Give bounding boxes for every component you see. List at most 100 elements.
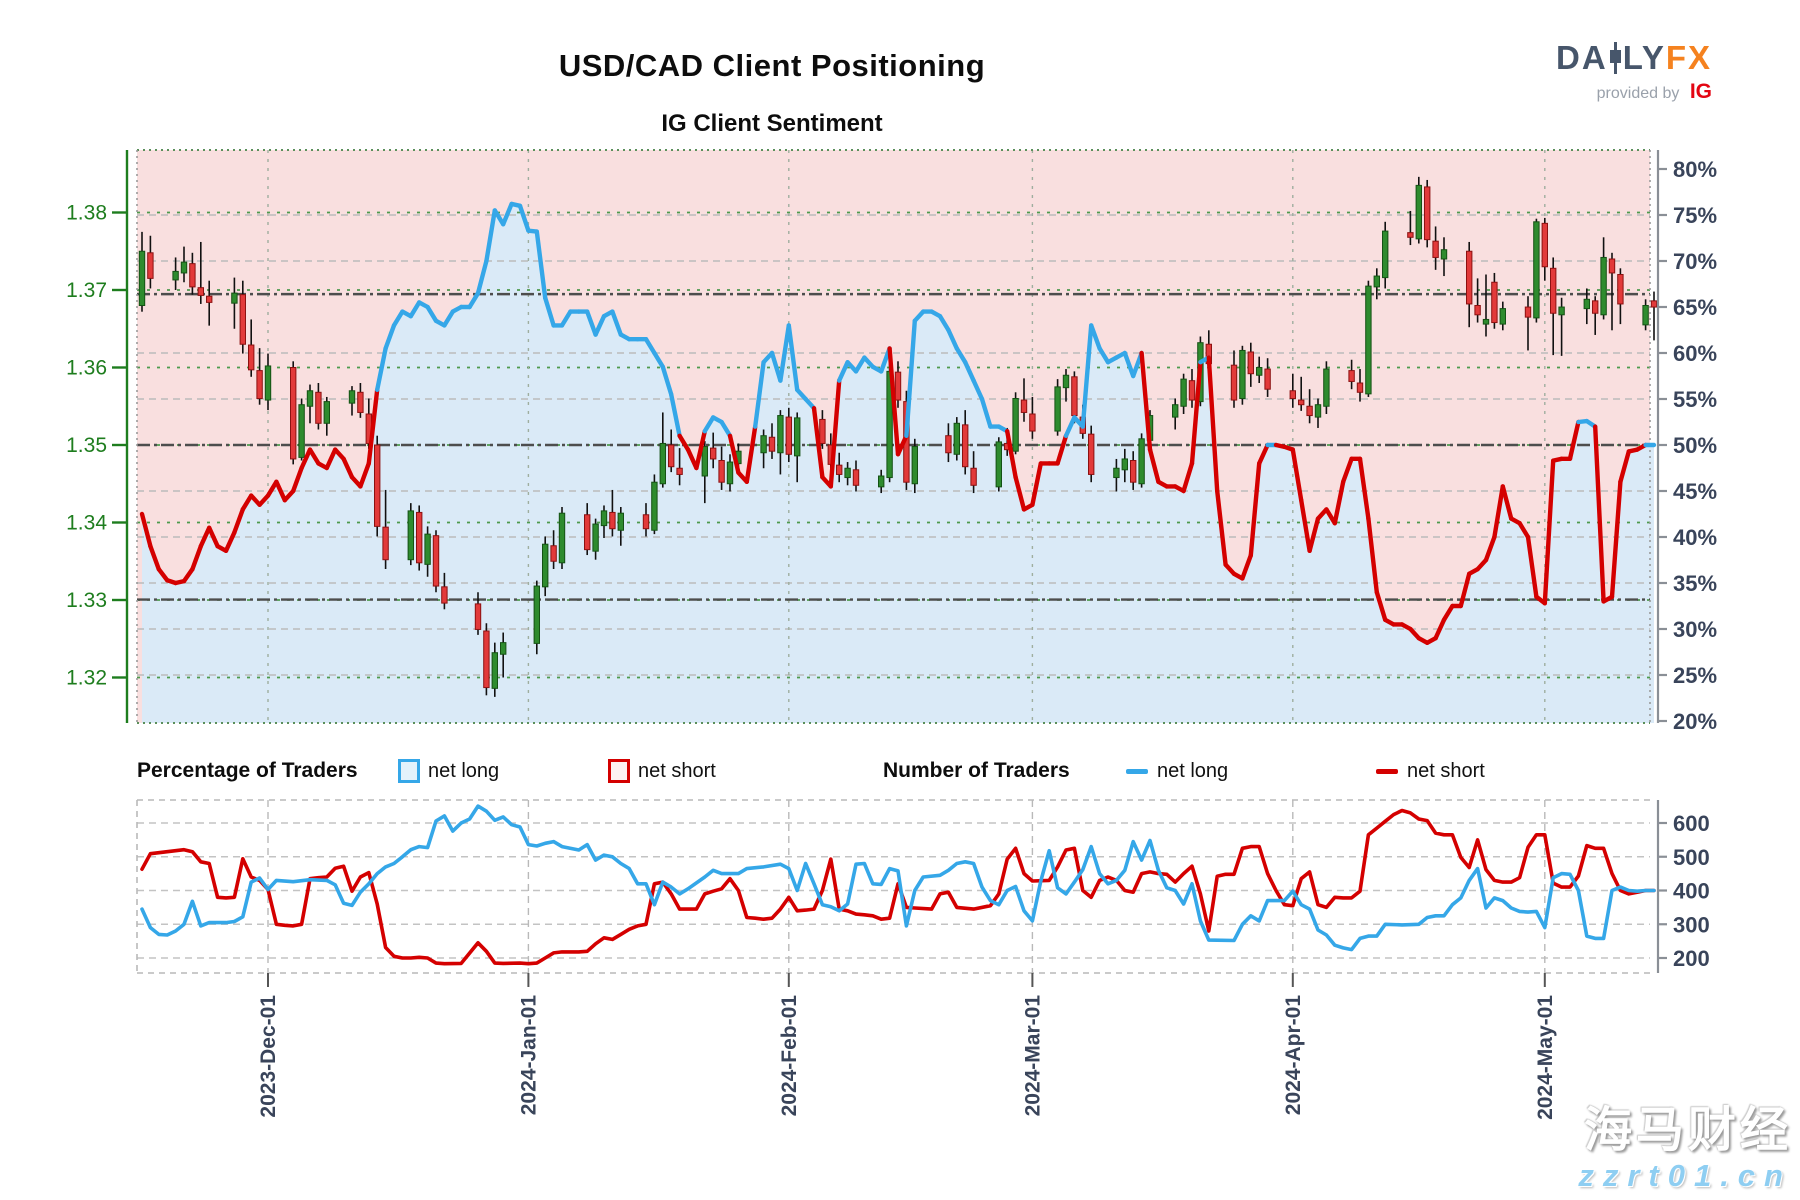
candle-bullish	[1373, 275, 1380, 288]
date-axis-label: 2023-Dec-01	[257, 995, 280, 1118]
candle-bearish	[239, 294, 247, 345]
net-short-area-swatch	[608, 759, 630, 783]
pct-axis-label: 20%	[1673, 709, 1717, 734]
candle-bullish	[1054, 386, 1061, 432]
pct-axis-label: 70%	[1673, 249, 1717, 274]
candle-bearish	[1247, 351, 1254, 375]
watermark: 海马财经 zzrt01.cn	[1578, 1103, 1792, 1194]
candle-bullish	[533, 585, 540, 644]
date-axis-label: 2024-Mar-01	[1021, 995, 1044, 1117]
candle-bearish	[1524, 306, 1532, 318]
candle-bullish	[1365, 285, 1372, 395]
logo-daily-suffix: LY	[1622, 39, 1666, 76]
candle-bearish	[642, 514, 650, 530]
candle-bullish	[1062, 374, 1070, 389]
candle-bearish	[962, 424, 969, 468]
candle-bullish	[298, 404, 305, 458]
net-short-line-swatch	[1376, 768, 1398, 774]
logo-provided-by: provided by	[1596, 85, 1680, 102]
candle-bearish	[945, 435, 952, 454]
candle-bearish	[1356, 382, 1364, 393]
legend-pct-short-label: net short	[638, 759, 716, 782]
price-axis-label: 1.32	[66, 667, 107, 690]
candle-bearish	[382, 526, 389, 561]
candle-bullish	[1012, 398, 1019, 452]
candle-bullish	[1239, 349, 1246, 400]
candle-bullish	[558, 512, 566, 564]
candle-bearish	[147, 252, 154, 279]
logo-fx: FX	[1665, 39, 1712, 76]
candle-bullish	[794, 417, 801, 457]
candle-bullish	[172, 270, 179, 281]
net-long-fill-area	[142, 204, 1654, 723]
candle-bullish	[264, 365, 272, 401]
candle-bullish	[726, 461, 734, 485]
traders-axis-label: 400	[1673, 879, 1710, 904]
candle-bearish	[1491, 281, 1498, 324]
candle-bullish	[651, 481, 658, 531]
candle-bullish	[1180, 378, 1187, 407]
candle-bearish	[609, 511, 616, 530]
price-axis: 1.38 1.37 1.36 1.35 1.34 1.33 1.32	[66, 150, 129, 723]
candle-bullish	[1558, 306, 1565, 316]
pct-axis-label: 80%	[1673, 157, 1717, 182]
candle-bullish	[1499, 308, 1506, 325]
candle-bullish	[600, 510, 608, 527]
legend-num-short-label: net short	[1407, 759, 1485, 782]
candle-bearish	[819, 418, 826, 444]
candle-bearish	[357, 391, 364, 413]
legend-pct-net-long: net long	[398, 756, 499, 786]
pct-axis-label: 55%	[1673, 387, 1717, 412]
candle-bullish	[911, 446, 918, 485]
traders-axis: 600 500 400 300 200	[1656, 800, 1710, 973]
candle-bearish	[718, 460, 725, 483]
candle-bearish	[374, 444, 381, 527]
candle-bearish	[197, 287, 205, 296]
candle-bullish	[617, 512, 624, 531]
candle-bullish	[995, 441, 1002, 488]
candle-bullish	[500, 642, 507, 655]
candle-bullish	[542, 543, 549, 588]
candle-bearish	[1088, 433, 1095, 475]
candle-bullish	[1323, 368, 1330, 407]
candle-bullish	[348, 390, 356, 404]
legend-num-net-long: net long	[1126, 756, 1228, 786]
candle-bearish	[248, 344, 255, 371]
candle-bullish	[1415, 184, 1422, 240]
candle-bullish	[760, 435, 767, 454]
candle-bearish	[668, 444, 675, 468]
candle-bearish	[432, 535, 440, 587]
candle-bullish	[231, 292, 238, 304]
net-long-area-swatch	[398, 759, 420, 783]
candle-bearish	[550, 545, 557, 562]
pct-axis-label: 35%	[1673, 571, 1717, 596]
candle-bullish	[844, 467, 851, 479]
date-axis: 2023-Dec-01 2024-Jan-01 2024-Feb-01 2024-Ma…	[257, 973, 1557, 1120]
candle-bullish	[323, 401, 331, 424]
candle-bearish	[1029, 413, 1036, 432]
date-axis-label: 2024-Feb-01	[778, 995, 801, 1117]
candle-bullish	[1600, 256, 1607, 316]
net-long-line-swatch	[1126, 768, 1148, 774]
candle-bearish	[474, 603, 482, 630]
price-axis-label: 1.34	[66, 512, 107, 535]
sentiment-line	[139, 201, 1657, 645]
legend-pct-long-label: net long	[428, 759, 500, 782]
candle-bearish	[1608, 258, 1616, 274]
candle-bearish	[483, 630, 490, 689]
chart-legend: Percentage of Traders net long net short…	[0, 756, 1800, 788]
candle-bullish	[1482, 318, 1490, 325]
candle-bullish	[1533, 221, 1540, 319]
candle-bullish	[1121, 458, 1128, 471]
traders-net-short-line	[140, 808, 1656, 966]
pct-axis-label: 40%	[1673, 525, 1717, 550]
candle-bearish	[1650, 300, 1658, 308]
legend-num-long-label: net long	[1157, 759, 1229, 782]
candle-bearish	[206, 295, 213, 303]
candle-bearish	[441, 586, 448, 604]
candle-bullish	[1440, 249, 1448, 260]
ig-logo: IG	[1689, 80, 1712, 103]
candle-bearish	[1020, 399, 1028, 413]
